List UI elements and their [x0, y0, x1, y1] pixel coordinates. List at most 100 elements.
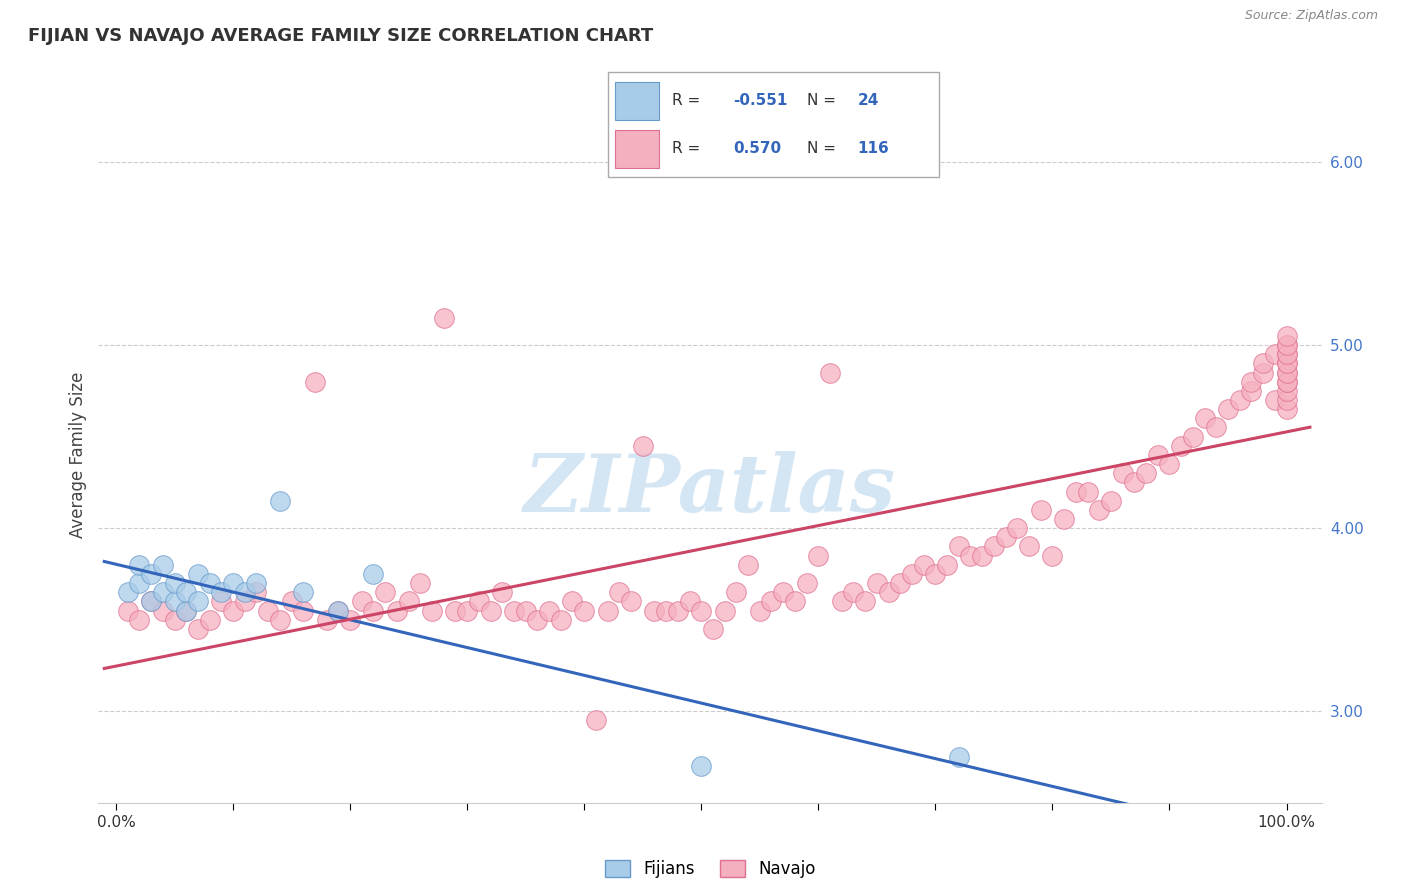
Point: [1018, 540, 1040, 554]
Point: [245, 585, 267, 599]
Point: [666, 603, 689, 617]
Point: [222, 603, 245, 617]
Point: [550, 613, 572, 627]
Point: [385, 603, 408, 617]
Point: [1053, 512, 1076, 526]
Point: [304, 375, 326, 389]
Point: [163, 613, 186, 627]
Point: [515, 603, 537, 617]
Point: [561, 594, 583, 608]
Point: [994, 530, 1017, 544]
Legend: Fijians, Navajo: Fijians, Navajo: [598, 854, 823, 885]
Point: [503, 603, 526, 617]
Point: [1275, 366, 1298, 380]
Text: -0.551: -0.551: [733, 93, 787, 108]
Point: [139, 594, 162, 608]
Point: [737, 558, 759, 572]
Point: [292, 603, 315, 617]
Point: [972, 549, 994, 563]
Point: [187, 594, 209, 608]
Point: [315, 613, 337, 627]
Text: ZIPatlas: ZIPatlas: [524, 451, 896, 528]
Point: [209, 585, 232, 599]
Point: [643, 603, 665, 617]
Point: [1240, 384, 1263, 398]
Point: [818, 366, 841, 380]
Point: [1275, 366, 1298, 380]
Point: [936, 558, 959, 572]
Point: [152, 603, 174, 617]
Point: [198, 613, 221, 627]
Point: [409, 576, 432, 591]
Point: [456, 603, 478, 617]
Point: [1076, 484, 1098, 499]
Point: [117, 603, 139, 617]
Point: [713, 603, 735, 617]
Point: [877, 585, 900, 599]
Point: [152, 585, 174, 599]
Point: [163, 594, 186, 608]
Point: [420, 603, 443, 617]
Point: [1275, 338, 1298, 352]
Point: [783, 594, 806, 608]
Point: [328, 603, 350, 617]
Point: [1275, 375, 1298, 389]
Point: [128, 558, 150, 572]
FancyBboxPatch shape: [614, 130, 658, 168]
Point: [174, 585, 197, 599]
Point: [1007, 521, 1029, 535]
Point: [245, 576, 267, 591]
Point: [292, 585, 315, 599]
Point: [901, 566, 924, 581]
Point: [1194, 411, 1216, 425]
Point: [585, 714, 607, 728]
Point: [690, 603, 713, 617]
Text: N =: N =: [807, 141, 837, 156]
Point: [139, 566, 162, 581]
Point: [1229, 392, 1251, 407]
Point: [363, 566, 385, 581]
Point: [128, 613, 150, 627]
Point: [269, 613, 291, 627]
Text: R =: R =: [672, 93, 700, 108]
Point: [1264, 347, 1286, 361]
Point: [339, 613, 361, 627]
Point: [912, 558, 935, 572]
Point: [655, 603, 678, 617]
Point: [959, 549, 981, 563]
Point: [1159, 457, 1181, 471]
Point: [374, 585, 396, 599]
Point: [631, 439, 654, 453]
Point: [433, 310, 456, 325]
Point: [761, 594, 783, 608]
Point: [1275, 392, 1298, 407]
FancyBboxPatch shape: [614, 82, 658, 120]
Point: [257, 603, 280, 617]
FancyBboxPatch shape: [607, 72, 939, 178]
Text: Source: ZipAtlas.com: Source: ZipAtlas.com: [1244, 9, 1378, 22]
Point: [128, 576, 150, 591]
Point: [117, 585, 139, 599]
Point: [280, 594, 302, 608]
Text: R =: R =: [672, 141, 700, 156]
Text: 0.570: 0.570: [733, 141, 780, 156]
Point: [1111, 467, 1133, 481]
Point: [174, 603, 197, 617]
Point: [1146, 448, 1168, 462]
Point: [678, 594, 700, 608]
Point: [690, 759, 713, 773]
Point: [725, 585, 748, 599]
Point: [772, 585, 794, 599]
Point: [1088, 503, 1111, 517]
Point: [152, 558, 174, 572]
Point: [948, 540, 970, 554]
Point: [1275, 375, 1298, 389]
Point: [1275, 356, 1298, 370]
Point: [444, 603, 467, 617]
Point: [1029, 503, 1052, 517]
Point: [1181, 429, 1204, 443]
Point: [269, 493, 291, 508]
Point: [526, 613, 548, 627]
Point: [1275, 356, 1298, 370]
Point: [174, 603, 197, 617]
